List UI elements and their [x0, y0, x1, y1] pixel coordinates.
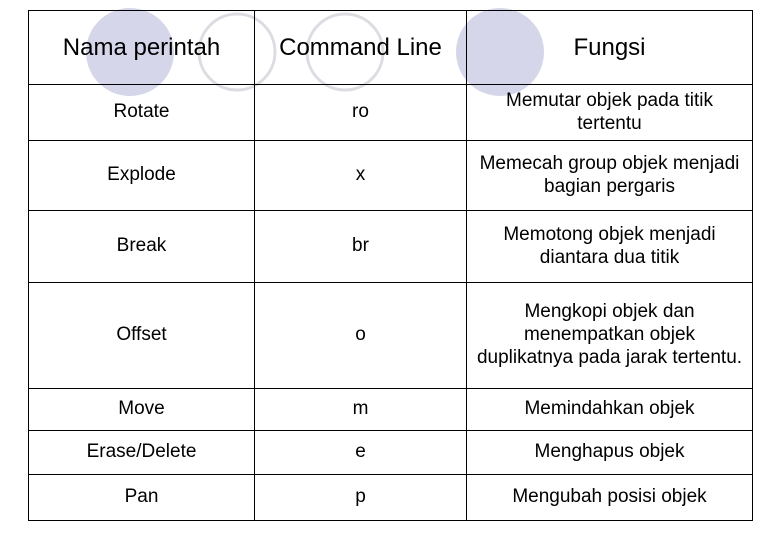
table-row: Rotate ro Memutar objek pada titik terte…: [29, 85, 753, 141]
cell-cmd: ro: [255, 85, 467, 141]
cell-fungsi: Mengubah posisi objek: [467, 475, 753, 521]
table-row: Offset o Mengkopi objek dan menempatkan …: [29, 283, 753, 389]
table-row: Pan p Mengubah posisi objek: [29, 475, 753, 521]
cell-fungsi: Menghapus objek: [467, 431, 753, 475]
command-table-wrap: Nama perintah Command Line Fungsi Rotate…: [28, 10, 752, 521]
cell-nama: Offset: [29, 283, 255, 389]
cell-fungsi: Memecah group objek menjadi bagian perga…: [467, 141, 753, 211]
cell-nama: Rotate: [29, 85, 255, 141]
cell-nama: Pan: [29, 475, 255, 521]
cell-cmd: o: [255, 283, 467, 389]
cell-cmd: m: [255, 389, 467, 431]
table-row: Explode x Memecah group objek menjadi ba…: [29, 141, 753, 211]
cell-fungsi: Memutar objek pada titik tertentu: [467, 85, 753, 141]
cell-fungsi: Mengkopi objek dan menempatkan objek dup…: [467, 283, 753, 389]
cell-cmd: e: [255, 431, 467, 475]
command-table: Nama perintah Command Line Fungsi Rotate…: [28, 10, 753, 521]
col-header-fungsi: Fungsi: [467, 11, 753, 85]
cell-cmd: x: [255, 141, 467, 211]
cell-cmd: br: [255, 211, 467, 283]
table-row: Erase/Delete e Menghapus objek: [29, 431, 753, 475]
table-row: Break br Memotong objek menjadi diantara…: [29, 211, 753, 283]
table-header-row: Nama perintah Command Line Fungsi: [29, 11, 753, 85]
cell-fungsi: Memotong objek menjadi diantara dua titi…: [467, 211, 753, 283]
table-row: Move m Memindahkan objek: [29, 389, 753, 431]
cell-fungsi: Memindahkan objek: [467, 389, 753, 431]
col-header-nama: Nama perintah: [29, 11, 255, 85]
cell-nama: Erase/Delete: [29, 431, 255, 475]
col-header-cmd: Command Line: [255, 11, 467, 85]
cell-cmd: p: [255, 475, 467, 521]
cell-nama: Explode: [29, 141, 255, 211]
cell-nama: Break: [29, 211, 255, 283]
cell-nama: Move: [29, 389, 255, 431]
